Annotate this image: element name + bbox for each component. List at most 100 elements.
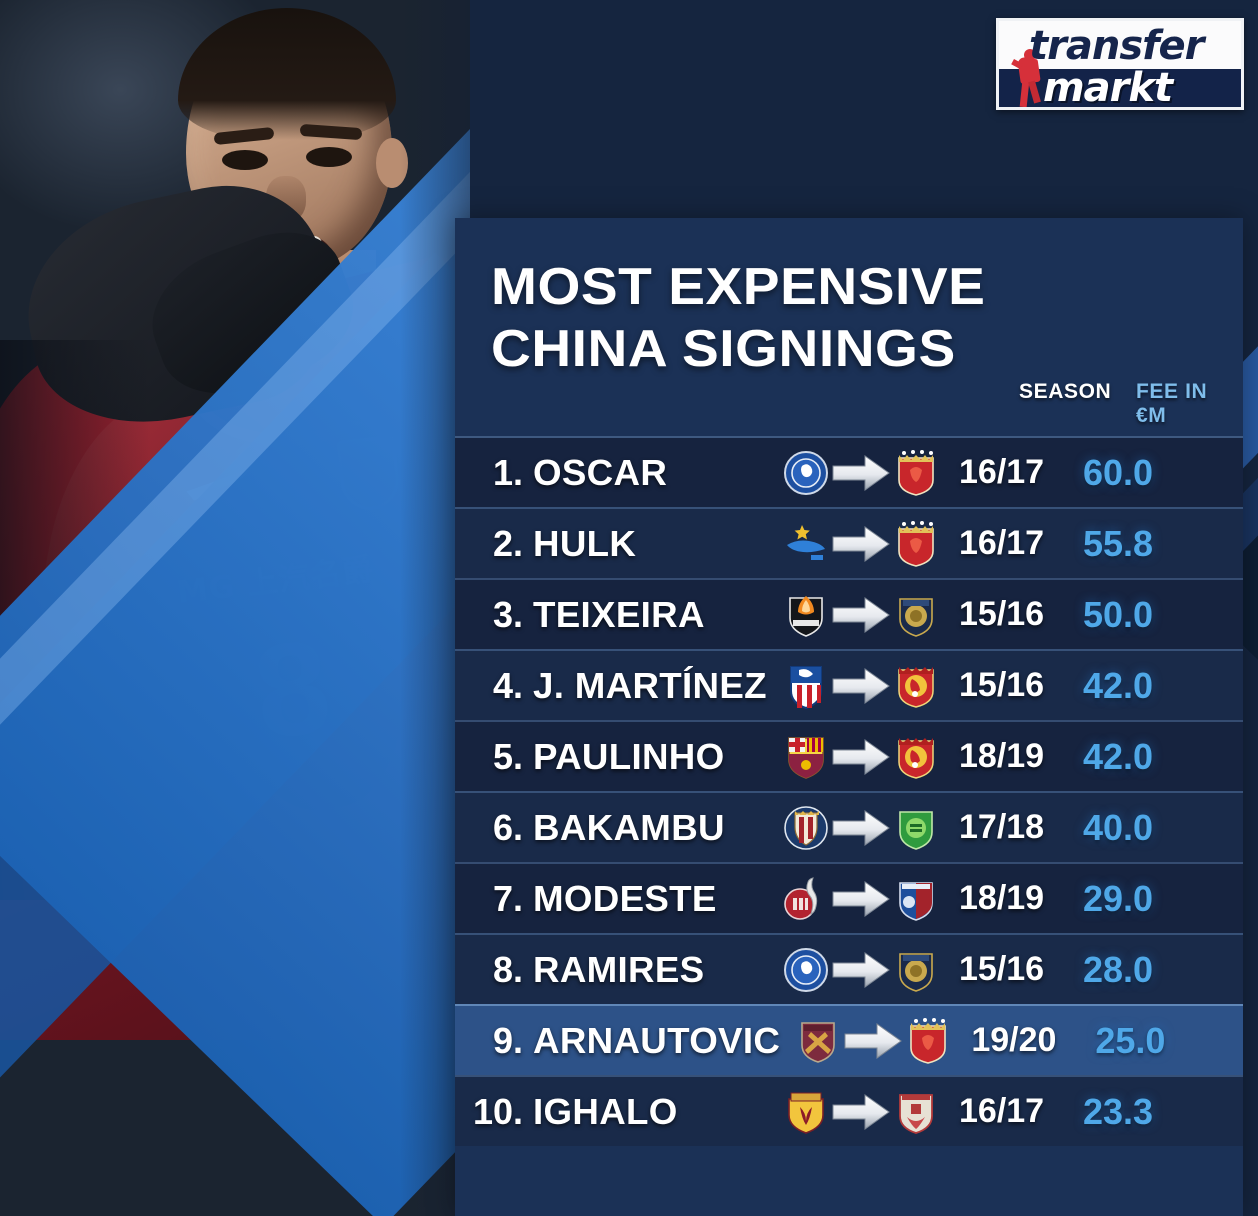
row-rank: 4. bbox=[492, 664, 523, 706]
row-player-name: RAMIRES bbox=[533, 948, 705, 990]
row-transfer-crests bbox=[763, 945, 959, 995]
ranking-panel: MOST EXPENSIVE CHINA SIGNINGS SEASON FEE… bbox=[455, 218, 1243, 1216]
row-rank: 6. bbox=[492, 806, 523, 848]
row-player-name: HULK bbox=[533, 522, 637, 564]
logo-player-figure-icon bbox=[1011, 49, 1047, 107]
crest-to-changchun-yatai-icon bbox=[893, 1087, 939, 1137]
transfer-arrow-icon bbox=[831, 808, 891, 848]
crest-from-atl-tico-madrid-icon bbox=[783, 661, 829, 711]
row-rank: 1. bbox=[492, 451, 523, 493]
row-transfer-crests bbox=[763, 661, 959, 711]
row-season: 18/19 bbox=[959, 879, 1045, 917]
row-transfer-crests bbox=[763, 1087, 959, 1137]
panel-title: MOST EXPENSIVE CHINA SIGNINGS SEASON FEE… bbox=[455, 218, 1243, 436]
crest-to-guangzhou-evergrande-icon bbox=[893, 661, 939, 711]
crest-to-tianjin-quanjian-icon bbox=[893, 874, 939, 924]
row-rank: 7. bbox=[492, 877, 523, 919]
row-fee: 60.0 bbox=[1083, 451, 1154, 493]
row-fee: 55.8 bbox=[1083, 522, 1154, 564]
row-rank: 5. bbox=[492, 735, 523, 777]
row-fee: 23.3 bbox=[1083, 1090, 1154, 1132]
crest-from-chelsea-icon bbox=[783, 945, 829, 995]
row-rank: 8. bbox=[492, 948, 523, 990]
row-season: 18/19 bbox=[959, 737, 1045, 775]
transfer-arrow-icon bbox=[831, 1092, 891, 1132]
table-row[interactable]: 10. IGHALO 16/17 23.3 bbox=[455, 1075, 1243, 1146]
row-season: 16/17 bbox=[959, 453, 1045, 491]
row-season: 16/17 bbox=[959, 524, 1045, 562]
crest-to-shanghai-sipg-icon bbox=[905, 1016, 951, 1066]
crest-from-watford-icon bbox=[783, 1087, 829, 1137]
row-player-name: BAKAMBU bbox=[533, 806, 725, 848]
crest-from-shakhtar-donetsk-icon bbox=[783, 590, 829, 640]
crest-from-villarreal-icon bbox=[783, 803, 829, 853]
row-fee: 28.0 bbox=[1083, 948, 1154, 990]
row-player-name: OSCAR bbox=[533, 451, 668, 493]
crest-from-fc-barcelona-icon bbox=[783, 732, 829, 782]
crest-from-zenit-icon bbox=[783, 519, 829, 569]
crest-to-shanghai-sipg-icon bbox=[893, 448, 939, 498]
row-transfer-crests bbox=[763, 590, 959, 640]
transfer-arrow-icon bbox=[843, 1021, 903, 1061]
ranking-list: 1. OSCAR 16/17 60.0 2. HULK 16/17 55.8 3. TEIXE… bbox=[455, 436, 1243, 1146]
page-title-line-2: CHINA SIGNINGS bbox=[491, 320, 956, 378]
row-fee: 42.0 bbox=[1083, 664, 1154, 706]
row-player-name: PAULINHO bbox=[533, 735, 725, 777]
table-row[interactable]: 4. J. MARTÍNEZ 15/16 42.0 bbox=[455, 649, 1243, 720]
row-season: 15/16 bbox=[959, 666, 1045, 704]
crest-from-1-fc-k-ln-icon bbox=[783, 874, 829, 924]
row-transfer-crests bbox=[763, 519, 959, 569]
row-player-name: MODESTE bbox=[533, 877, 717, 919]
row-player-name: TEIXEIRA bbox=[533, 593, 705, 635]
crest-from-west-ham-united-icon bbox=[795, 1016, 841, 1066]
table-row[interactable]: 5. PAULINHO 18/19 42.0 bbox=[455, 720, 1243, 791]
row-transfer-crests bbox=[763, 874, 959, 924]
row-transfer-crests bbox=[775, 1016, 971, 1066]
table-row[interactable]: 2. HULK 16/17 55.8 bbox=[455, 507, 1243, 578]
row-transfer-crests bbox=[763, 732, 959, 782]
transfer-arrow-icon bbox=[831, 666, 891, 706]
crest-to-guangzhou-evergrande-icon bbox=[893, 732, 939, 782]
row-rank: 3. bbox=[492, 593, 523, 635]
crest-from-chelsea-icon bbox=[783, 448, 829, 498]
table-row[interactable]: 7. MODESTE 18/19 29.0 bbox=[455, 862, 1243, 933]
column-header-fee: FEE IN €M bbox=[1136, 380, 1208, 427]
row-transfer-crests bbox=[763, 448, 959, 498]
table-row[interactable]: 9. ARNAUTOVIC 19/20 25.0 bbox=[455, 1004, 1243, 1075]
transfer-arrow-icon bbox=[831, 524, 891, 564]
row-season: 15/16 bbox=[959, 950, 1045, 988]
logo-word-markt: markt bbox=[1043, 65, 1173, 110]
photo-eye-left bbox=[222, 150, 268, 170]
table-row[interactable]: 8. RAMIRES 15/16 28.0 bbox=[455, 933, 1243, 1004]
transfer-arrow-icon bbox=[831, 737, 891, 777]
table-row[interactable]: 3. TEIXEIRA 15/16 50.0 bbox=[455, 578, 1243, 649]
table-row[interactable]: 6. BAKAMBU 17/18 40.0 bbox=[455, 791, 1243, 862]
logo-word-transfer: transfer bbox=[1029, 23, 1204, 69]
row-season: 17/18 bbox=[959, 808, 1045, 846]
photo-eye-right bbox=[306, 147, 352, 167]
player-photo: MG 上汽名爵 8 bbox=[0, 0, 470, 1216]
row-rank: 10. bbox=[472, 1090, 523, 1132]
row-fee: 42.0 bbox=[1083, 735, 1154, 777]
row-rank: 9. bbox=[492, 1019, 523, 1061]
row-rank: 2. bbox=[492, 522, 523, 564]
row-season: 19/20 bbox=[971, 1021, 1057, 1059]
transfer-arrow-icon bbox=[831, 950, 891, 990]
page-title-line-1: MOST EXPENSIVE bbox=[491, 258, 986, 316]
row-fee: 40.0 bbox=[1083, 806, 1154, 848]
crest-to-jiangsu-suning-icon bbox=[893, 945, 939, 995]
logo-top-band bbox=[999, 21, 1241, 69]
row-fee: 25.0 bbox=[1095, 1019, 1166, 1061]
row-player-name: J. MARTÍNEZ bbox=[533, 664, 767, 706]
transfermarkt-logo[interactable]: transfer markt bbox=[996, 18, 1244, 110]
transfer-arrow-icon bbox=[831, 453, 891, 493]
table-row[interactable]: 1. OSCAR 16/17 60.0 bbox=[455, 436, 1243, 507]
crest-to-beijing-guoan-icon bbox=[893, 803, 939, 853]
row-season: 15/16 bbox=[959, 595, 1045, 633]
transfer-arrow-icon bbox=[831, 595, 891, 635]
row-season: 16/17 bbox=[959, 1092, 1045, 1130]
row-player-name: IGHALO bbox=[533, 1090, 678, 1132]
transfer-arrow-icon bbox=[831, 879, 891, 919]
crest-to-shanghai-sipg-icon bbox=[893, 519, 939, 569]
row-fee: 50.0 bbox=[1083, 593, 1154, 635]
